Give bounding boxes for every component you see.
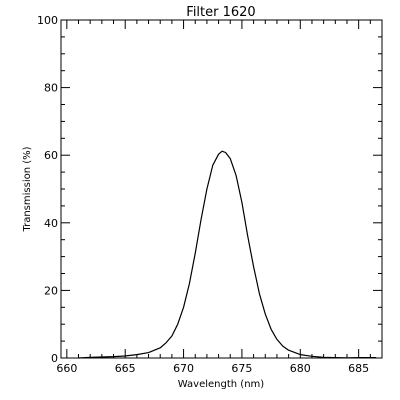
major-tick-group <box>61 19 382 359</box>
x-tick-label: 680 <box>290 362 311 375</box>
y-tick-label: 40 <box>44 217 58 230</box>
y-tick-label: 100 <box>37 14 58 27</box>
x-tick-label: 660 <box>56 362 77 375</box>
minor-tick-group <box>61 20 383 358</box>
y-tick-label: 60 <box>44 149 58 162</box>
x-tick-label: 670 <box>173 362 194 375</box>
y-tick-label: 0 <box>51 352 58 365</box>
chart-title: Filter 1620 <box>186 5 255 20</box>
y-tick-label: 80 <box>44 82 58 95</box>
x-tick-label-group: 660 665 670 675 680 685 <box>56 362 369 375</box>
y-axis-label: Transmission (%) <box>22 146 33 232</box>
x-axis-label: Wavelength (nm) <box>178 379 264 390</box>
x-tick-label: 675 <box>231 362 252 375</box>
y-tick-label-group: 0 20 40 60 80 100 <box>37 14 58 365</box>
y-tick-label: 20 <box>44 284 58 297</box>
x-tick-label: 665 <box>115 362 136 375</box>
x-tick-label: 685 <box>348 362 369 375</box>
transmission-curve <box>78 150 377 359</box>
